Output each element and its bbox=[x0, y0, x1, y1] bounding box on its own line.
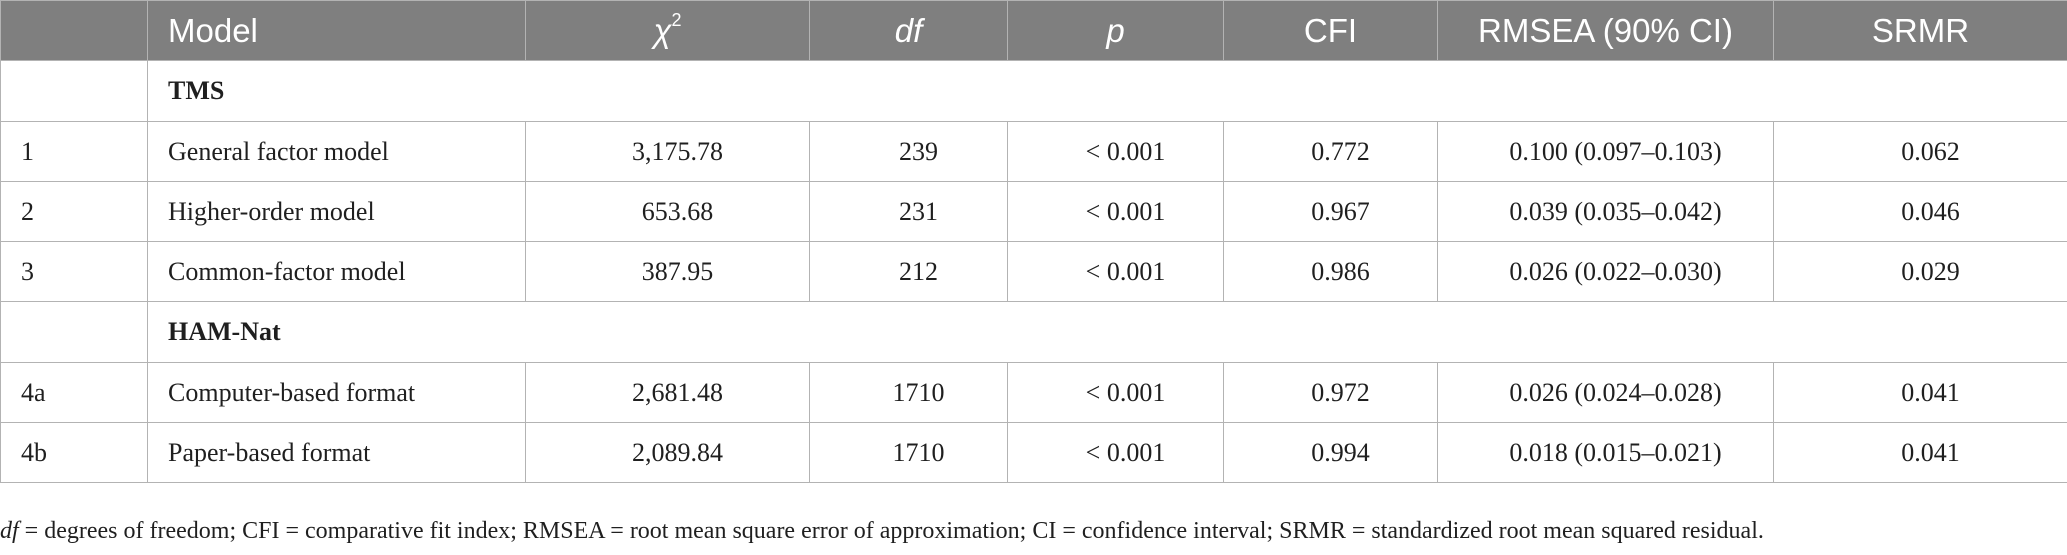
section-filler bbox=[525, 301, 2067, 363]
header-model: Model bbox=[147, 0, 526, 61]
section-row-ham-nat: HAM-Nat bbox=[0, 301, 2067, 363]
chi-superscript: 2 bbox=[671, 9, 682, 30]
row-p: < 0.001 bbox=[1007, 362, 1224, 423]
row-rmsea: 0.026 (0.022–0.030) bbox=[1437, 241, 1774, 302]
row-df: 231 bbox=[809, 181, 1008, 242]
row-model: Higher-order model bbox=[147, 181, 526, 242]
row-id: 2 bbox=[0, 181, 148, 242]
section-label: TMS bbox=[147, 60, 526, 122]
row-cfi: 0.772 bbox=[1223, 121, 1438, 182]
header-index bbox=[0, 0, 148, 61]
header-df-label: df bbox=[894, 11, 923, 49]
row-rmsea: 0.039 (0.035–0.042) bbox=[1437, 181, 1774, 242]
header-p-label: p bbox=[1106, 11, 1125, 49]
header-chi-square: χ2 bbox=[525, 0, 810, 61]
table-row: 3 Common-factor model 387.95 212 < 0.001… bbox=[0, 241, 2067, 302]
row-df: 1710 bbox=[809, 422, 1008, 483]
row-id: 4a bbox=[0, 362, 148, 423]
row-cfi: 0.986 bbox=[1223, 241, 1438, 302]
table-footnote: df = degrees of freedom; CFI = comparati… bbox=[0, 518, 2067, 545]
table-row: 4b Paper-based format 2,089.84 1710 < 0.… bbox=[0, 422, 2067, 483]
header-df: df bbox=[809, 0, 1008, 61]
row-srmr: 0.046 bbox=[1773, 181, 2067, 242]
row-model: Paper-based format bbox=[147, 422, 526, 483]
table-row: 2 Higher-order model 653.68 231 < 0.001 … bbox=[0, 181, 2067, 242]
header-p: p bbox=[1007, 0, 1224, 61]
row-chi2: 387.95 bbox=[525, 241, 810, 302]
row-srmr: 0.062 bbox=[1773, 121, 2067, 182]
row-df: 212 bbox=[809, 241, 1008, 302]
row-model: Computer-based format bbox=[147, 362, 526, 423]
row-df: 239 bbox=[809, 121, 1008, 182]
row-srmr: 0.041 bbox=[1773, 362, 2067, 423]
header-srmr: SRMR bbox=[1773, 0, 2067, 61]
section-label: HAM-Nat bbox=[147, 301, 526, 363]
row-rmsea: 0.018 (0.015–0.021) bbox=[1437, 422, 1774, 483]
model-fit-table: Model χ2 df p CFI RMSEA (90% CI) SRMR TM… bbox=[0, 0, 2067, 483]
row-id: 1 bbox=[0, 121, 148, 182]
row-chi2: 2,089.84 bbox=[525, 422, 810, 483]
chi-symbol: χ bbox=[653, 11, 672, 49]
header-cfi: CFI bbox=[1223, 0, 1438, 61]
row-cfi: 0.972 bbox=[1223, 362, 1438, 423]
row-cfi: 0.994 bbox=[1223, 422, 1438, 483]
header-rmsea: RMSEA (90% CI) bbox=[1437, 0, 1774, 61]
row-id: 3 bbox=[0, 241, 148, 302]
row-p: < 0.001 bbox=[1007, 181, 1224, 242]
table-row: 1 General factor model 3,175.78 239 < 0.… bbox=[0, 121, 2067, 182]
row-df: 1710 bbox=[809, 362, 1008, 423]
header-row: Model χ2 df p CFI RMSEA (90% CI) SRMR bbox=[0, 0, 2067, 61]
section-index bbox=[0, 60, 148, 122]
row-chi2: 2,681.48 bbox=[525, 362, 810, 423]
row-srmr: 0.041 bbox=[1773, 422, 2067, 483]
row-srmr: 0.029 bbox=[1773, 241, 2067, 302]
footnote-df-term: df bbox=[0, 518, 19, 544]
row-p: < 0.001 bbox=[1007, 422, 1224, 483]
row-rmsea: 0.100 (0.097–0.103) bbox=[1437, 121, 1774, 182]
row-p: < 0.001 bbox=[1007, 241, 1224, 302]
footnote-text: = degrees of freedom; CFI = comparative … bbox=[18, 518, 1764, 544]
row-model: Common-factor model bbox=[147, 241, 526, 302]
row-model: General factor model bbox=[147, 121, 526, 182]
row-cfi: 0.967 bbox=[1223, 181, 1438, 242]
row-chi2: 3,175.78 bbox=[525, 121, 810, 182]
row-p: < 0.001 bbox=[1007, 121, 1224, 182]
row-id: 4b bbox=[0, 422, 148, 483]
table-row: 4a Computer-based format 2,681.48 1710 <… bbox=[0, 362, 2067, 423]
section-filler bbox=[525, 60, 2067, 122]
section-row-tms: TMS bbox=[0, 60, 2067, 122]
row-rmsea: 0.026 (0.024–0.028) bbox=[1437, 362, 1774, 423]
section-index bbox=[0, 301, 148, 363]
row-chi2: 653.68 bbox=[525, 181, 810, 242]
